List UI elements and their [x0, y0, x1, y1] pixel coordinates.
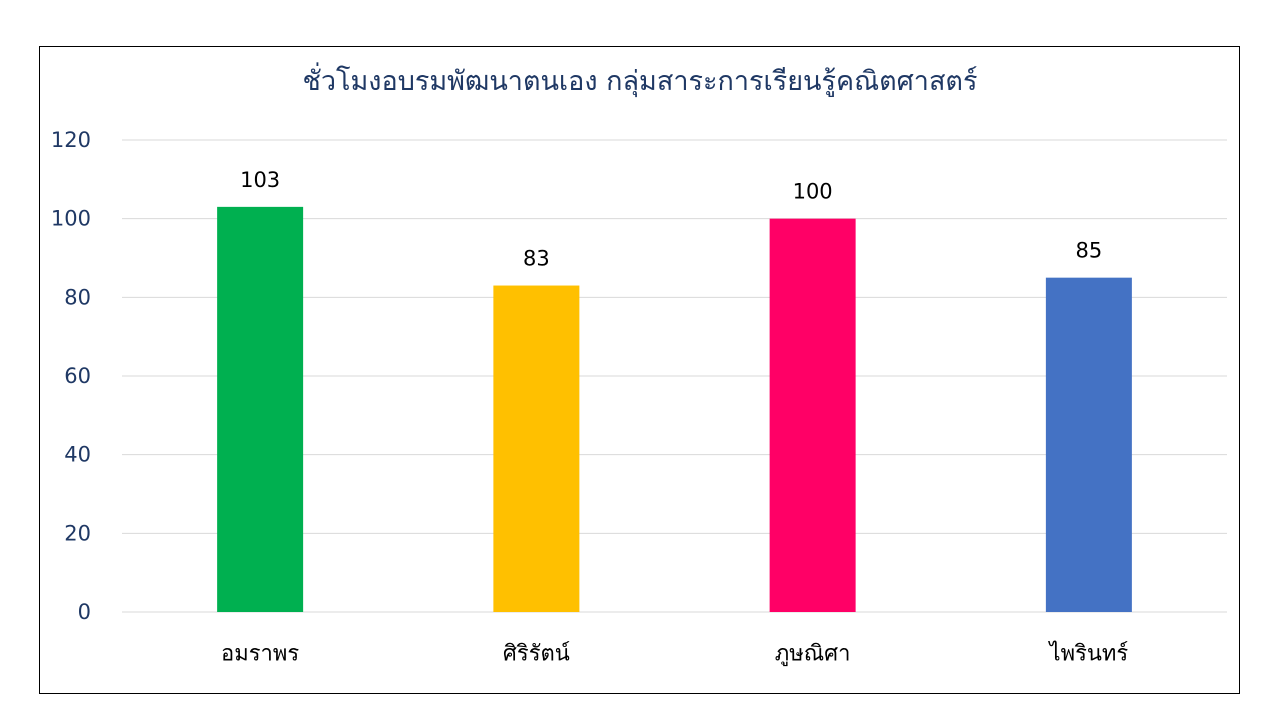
- data-label: 85: [1076, 239, 1103, 263]
- x-category-label: ไพรินทร์: [1048, 641, 1129, 667]
- y-tick-label: 120: [51, 128, 91, 152]
- data-label: 83: [523, 247, 550, 271]
- y-axis-ticks: 0 20 40 60 80 100 120: [51, 128, 91, 624]
- y-tick-label: 20: [64, 521, 91, 545]
- chart-title: ชั่วโมงอบรมพัฒนาตนเอง กลุ่มสาระการเรียนร…: [302, 66, 978, 97]
- bar: [1045, 277, 1132, 612]
- bars: [217, 206, 1132, 612]
- y-tick-label: 0: [78, 600, 91, 624]
- y-tick-label: 100: [51, 207, 91, 231]
- data-label: 100: [793, 180, 833, 204]
- gridlines: [122, 139, 1227, 613]
- bar: [769, 218, 856, 612]
- y-tick-label: 60: [64, 364, 91, 388]
- x-category-label: ศิริรัตน์: [503, 642, 570, 667]
- y-tick-label: 80: [64, 285, 91, 309]
- x-axis-labels: อมราพร ศิริรัตน์ ภูษณิศา ไพรินทร์: [221, 641, 1128, 667]
- bar: [493, 285, 580, 612]
- data-label: 103: [240, 168, 280, 192]
- x-category-label: ภูษณิศา: [775, 642, 851, 667]
- data-labels: 103 83 100 85: [240, 168, 1102, 271]
- bar: [217, 206, 304, 612]
- y-tick-label: 40: [64, 443, 91, 467]
- x-category-label: อมราพร: [221, 642, 299, 667]
